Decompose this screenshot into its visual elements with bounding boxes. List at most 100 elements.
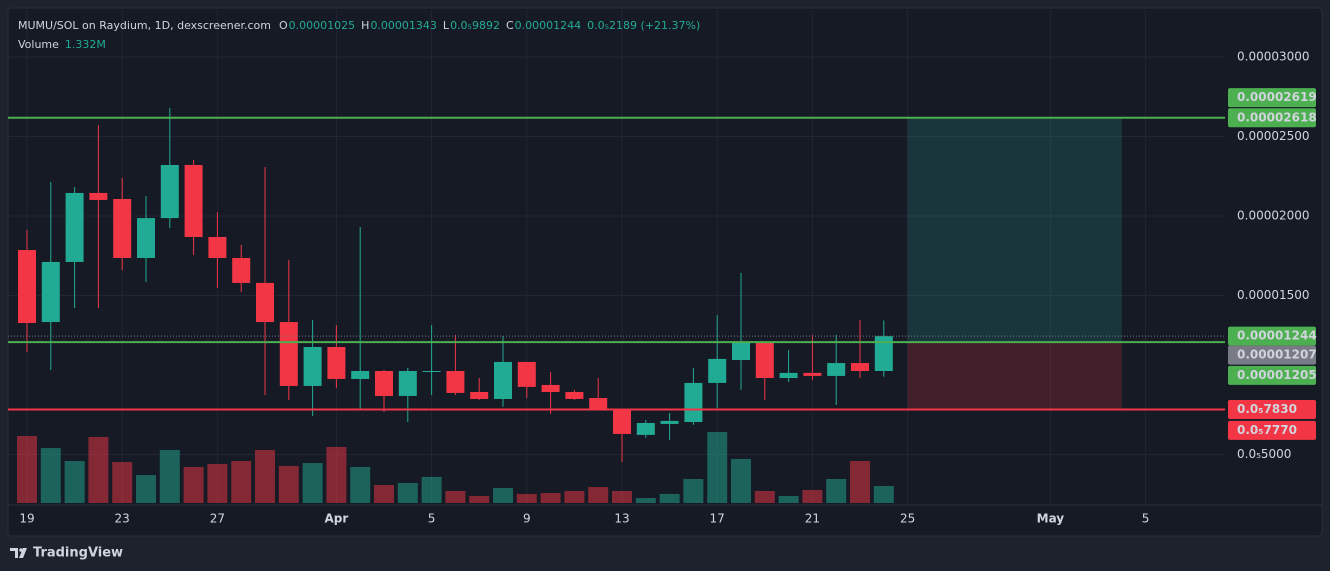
volume-bar: [183, 466, 204, 503]
price-label: 0.00001205: [1237, 368, 1317, 382]
volume-bar: [17, 435, 37, 503]
tradingview-logo: TradingView: [10, 546, 123, 561]
candle-body: [375, 370, 393, 396]
candle-body: [708, 358, 727, 383]
ohlc-key: C: [505, 19, 514, 32]
legend-line: Volume 1.332M: [18, 35, 706, 54]
volume-bar: [635, 498, 656, 503]
volume-bar: [516, 493, 537, 503]
candle-body: [89, 192, 108, 200]
change-value: 0.0₅2189 (+21.37%): [587, 19, 701, 32]
volume-bar: [707, 432, 728, 503]
volume-bar: [207, 463, 228, 503]
price-label: 0.00002619: [1237, 90, 1317, 104]
x-tick-label: 27: [210, 512, 225, 526]
y-tick-label: 0.0₅5000: [1237, 447, 1291, 461]
candle-body: [113, 199, 132, 258]
candle-body: [565, 391, 584, 399]
volume-bar: [350, 466, 371, 503]
x-tick-label: 17: [710, 512, 725, 526]
volume-bar: [683, 478, 704, 503]
price-label: 0.00001207: [1237, 348, 1317, 362]
volume-bar: [493, 487, 513, 503]
volume-bar: [255, 450, 275, 503]
price-label-box: [1228, 399, 1316, 419]
candle-body: [41, 261, 60, 323]
volume-bar: [564, 490, 585, 503]
candle-body: [65, 192, 84, 262]
candle-body: [732, 341, 750, 361]
candle-body: [327, 346, 346, 379]
price-label-box: [1228, 345, 1316, 365]
volume-bar: [278, 465, 299, 503]
volume-bar: [136, 475, 156, 503]
volume-bar: [873, 485, 894, 503]
candle-body: [279, 322, 298, 386]
volume-bar: [159, 450, 180, 503]
chart-frame: [7, 7, 1323, 537]
candle-body: [755, 341, 774, 378]
x-tick-label: 9: [523, 512, 531, 526]
price-label: 0.00002618: [1237, 110, 1317, 124]
volume-bar: [112, 462, 133, 503]
volume-bar: [64, 460, 85, 503]
legend-header: MUMU/SOL on Raydium, 1D, dexscreener.com…: [18, 16, 706, 54]
symbol-title: MUMU/SOL on Raydium, 1D, dexscreener.com: [18, 19, 271, 32]
volume-bar: [397, 482, 418, 503]
logo-dot: [19, 548, 23, 552]
price-label-box: [1228, 365, 1316, 385]
candle-body: [256, 282, 274, 323]
price-label-box: [1228, 326, 1316, 346]
volume-bar: [231, 460, 252, 503]
volume-bar: [754, 490, 775, 503]
volume-bar: [731, 458, 751, 503]
y-tick-label: 0.00003000: [1237, 50, 1310, 64]
candle-body: [517, 361, 536, 387]
volume-bar: [326, 446, 347, 503]
ohlc-value: 0.00001343: [370, 19, 437, 32]
volume-value: 1.332M: [64, 38, 106, 51]
candle-body: [827, 363, 846, 376]
x-tick-label: 5: [428, 512, 436, 526]
candle-body: [851, 363, 869, 371]
candle-body: [303, 346, 322, 386]
candle-body: [541, 384, 560, 392]
candle-body: [613, 409, 631, 434]
ohlc-key: H: [361, 19, 370, 32]
x-tick-label: 5: [1142, 512, 1150, 526]
volume-bar: [40, 447, 61, 503]
price-label: 0.0₅7770: [1237, 423, 1297, 437]
volume-bar: [421, 476, 442, 503]
grid: [8, 10, 1225, 505]
x-tick-label: Apr: [325, 512, 349, 526]
volume-bar: [469, 495, 490, 503]
candle-body: [351, 370, 370, 379]
candle-body: [874, 336, 893, 371]
candle-body: [589, 398, 608, 409]
price-label: 0.0₅7830: [1237, 402, 1297, 416]
candle-body: [208, 236, 227, 258]
candle-body: [422, 370, 441, 372]
volume-bar: [826, 478, 847, 503]
x-tick-label: 19: [19, 512, 34, 526]
y-tick-label: 0.00002500: [1237, 129, 1310, 143]
logo-icon: [10, 548, 27, 558]
position-target-zone: [907, 117, 1122, 343]
ohlc-value: 0.0₅9892: [450, 19, 500, 32]
volume-key: Volume: [18, 38, 59, 51]
candle-body: [494, 361, 512, 399]
price-label: 0.00001244: [1237, 329, 1317, 343]
candle-body: [803, 372, 822, 376]
ohlc-value: 0.00001244: [514, 19, 582, 32]
volume-bar: [445, 490, 466, 503]
candle-body: [636, 422, 655, 435]
x-tick-label: 23: [115, 512, 130, 526]
candle-body: [137, 218, 155, 258]
candle-body: [684, 382, 703, 423]
ohlc-value: 0.00001025: [288, 19, 356, 32]
price-label-box: [1228, 108, 1316, 128]
candle-body: [446, 370, 465, 393]
candle-body: [660, 420, 679, 424]
